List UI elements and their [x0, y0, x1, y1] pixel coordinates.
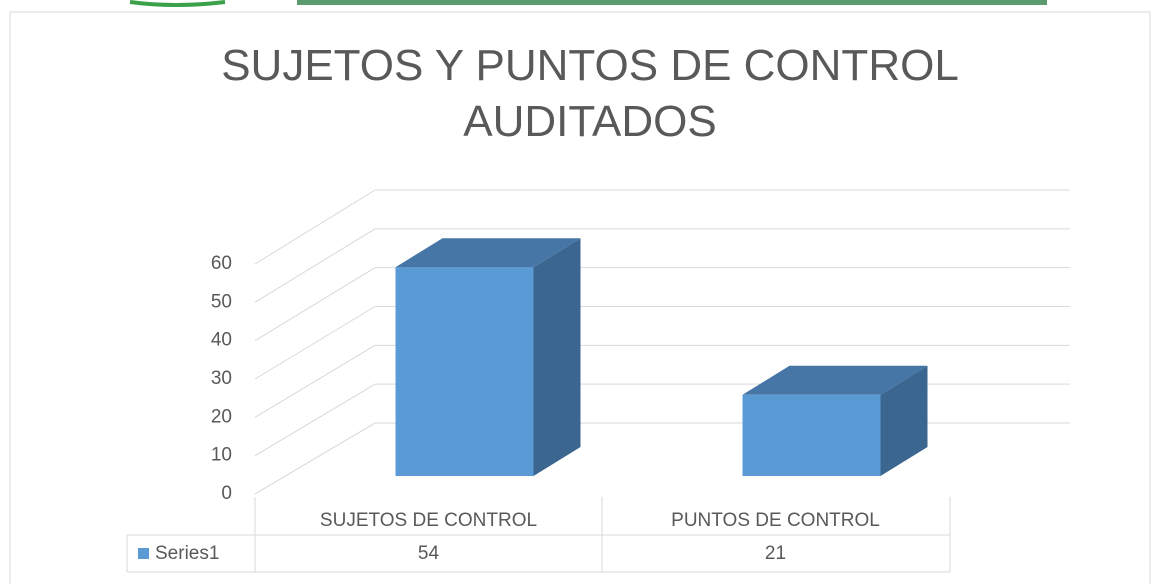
- legend-label: Series1: [155, 543, 219, 564]
- x-tick-label: SUJETOS DE CONTROL: [320, 510, 537, 531]
- y-tick-label: 60: [211, 253, 232, 274]
- y-tick-label: 30: [211, 368, 232, 389]
- chart-border: [9, 11, 1151, 584]
- bar-side: [533, 238, 581, 476]
- y-tick-label: 20: [211, 406, 232, 427]
- table-value: 54: [418, 543, 440, 564]
- bar-side: [880, 365, 928, 476]
- side-grid-line: [254, 267, 376, 342]
- bar-front: [395, 267, 534, 476]
- side-grid-line: [254, 189, 376, 265]
- bar-top: [742, 365, 928, 395]
- header-bar: [297, 0, 1047, 5]
- bar-top: [395, 238, 581, 268]
- side-grid-line: [254, 306, 376, 380]
- y-tick-label: 40: [211, 330, 232, 351]
- side-grid-line: [254, 344, 376, 418]
- side-grid-line: [254, 383, 376, 457]
- side-grid-line: [254, 422, 376, 495]
- y-tick-label: 10: [211, 445, 232, 466]
- side-grid-line: [254, 228, 376, 303]
- table-value: 21: [765, 543, 786, 564]
- legend-swatch: [138, 548, 149, 559]
- y-tick-label: 50: [211, 291, 232, 312]
- chart-title: SUJETOS Y PUNTOS DE CONTROL AUDITADOS: [221, 41, 959, 146]
- y-tick-label: 0: [221, 483, 232, 504]
- x-tick-label: PUNTOS DE CONTROL: [671, 510, 880, 531]
- logo-fragment: [129, 0, 226, 7]
- bar-front: [742, 394, 881, 476]
